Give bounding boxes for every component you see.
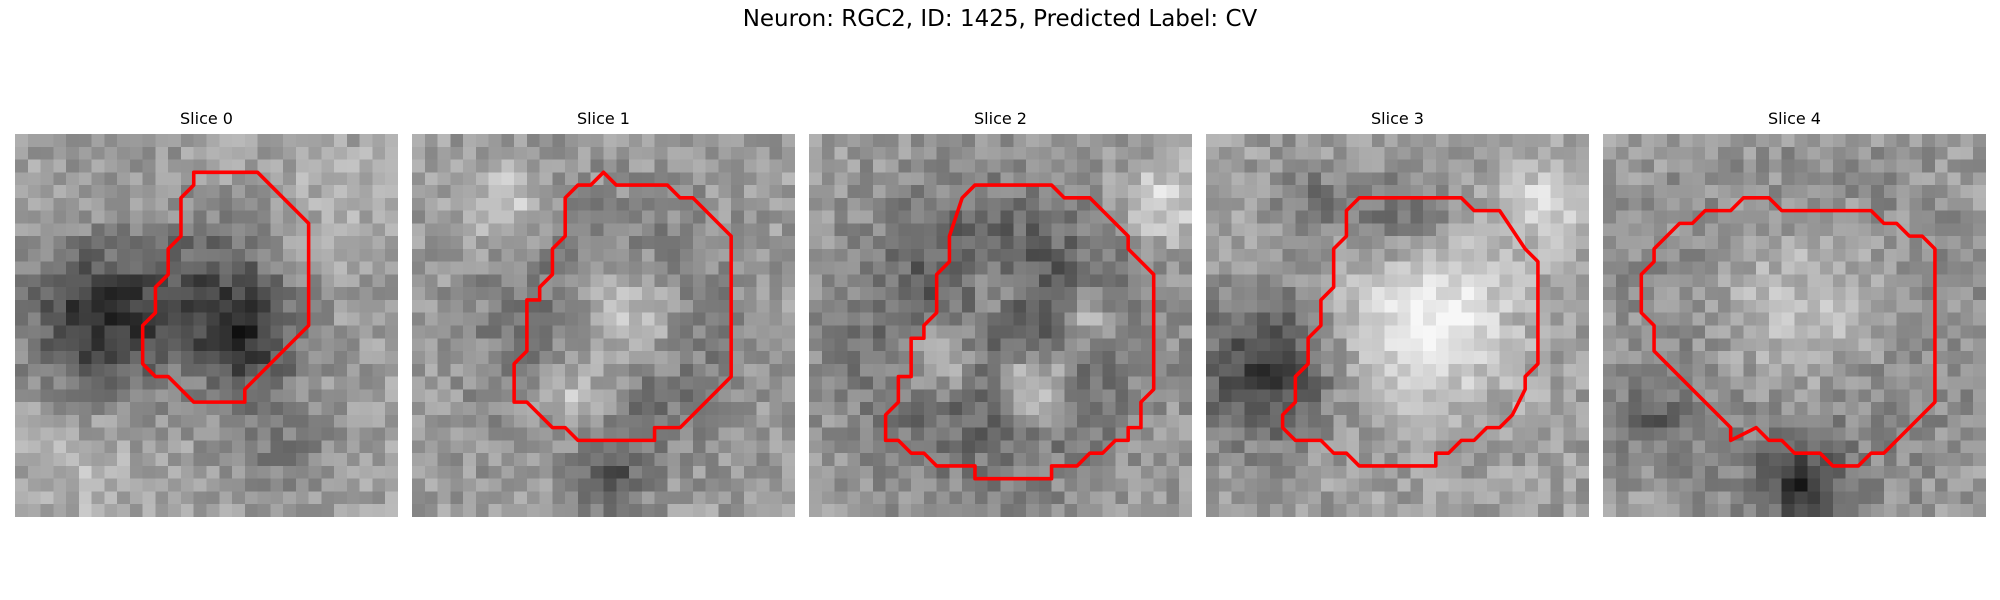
slice-image [1603,134,1986,517]
slice-image [809,134,1192,517]
contour-overlay [1639,196,1937,468]
slice-panel-1: Slice 1 [412,108,795,517]
segmentation-contour [1639,196,1937,468]
contour-overlay [1280,196,1540,468]
contour-overlay [883,183,1156,481]
contour-overlay [140,170,311,404]
slice-image [1206,134,1589,517]
slice-image [15,134,398,517]
figure-title: Neuron: RGC2, ID: 1425, Predicted Label:… [742,6,1258,32]
slice-title: Slice 4 [1768,109,1821,128]
segmentation-contour [883,183,1156,481]
grayscale-slice-canvas [809,134,1192,517]
slice-panel-4: Slice 4 [1603,108,1986,517]
grayscale-slice-canvas [15,134,398,517]
slice-title: Slice 3 [1371,109,1424,128]
slice-title: Slice 2 [974,109,1027,128]
slice-image [412,134,795,517]
segmentation-contour [1280,196,1540,468]
segmentation-contour [512,170,733,443]
slice-title: Slice 0 [180,109,233,128]
slice-title: Slice 1 [577,109,630,128]
segmentation-contour [140,170,311,404]
contour-overlay [512,170,733,443]
slice-panel-3: Slice 3 [1206,108,1589,517]
slice-panel-2: Slice 2 [809,108,1192,517]
slice-panel-0: Slice 0 [15,108,398,517]
